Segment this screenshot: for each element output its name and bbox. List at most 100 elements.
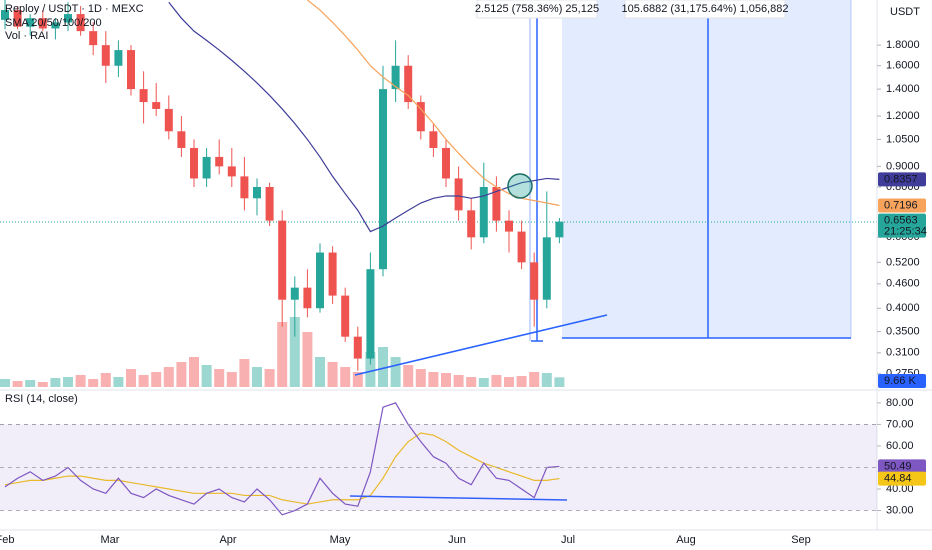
volume-bar — [126, 369, 136, 387]
rsi-trend-line — [349, 495, 568, 501]
candle-body — [467, 210, 476, 238]
volume-bar — [50, 378, 61, 387]
volume-bar — [25, 380, 36, 387]
volume-tag-box — [878, 374, 926, 388]
candle-body — [353, 336, 362, 359]
volume-title: Vol · RAI — [5, 30, 48, 42]
x-tick-label: Jun — [448, 534, 466, 546]
candle-body — [303, 287, 312, 309]
candle-body — [278, 220, 287, 300]
x-tick-label: Feb — [0, 534, 14, 546]
rsi-ma-line — [4, 432, 560, 505]
volume-bar — [151, 372, 162, 387]
volume-bar — [289, 317, 300, 387]
candle-body — [290, 287, 299, 300]
candle-body — [517, 231, 526, 263]
highlight-circle — [507, 173, 533, 199]
volume-bar — [239, 359, 250, 387]
candle-body — [328, 252, 337, 296]
volume-bar — [466, 377, 477, 387]
candle-body — [215, 156, 224, 167]
volume-bar — [478, 378, 489, 387]
y-tick-label: 0.3100 — [886, 347, 920, 359]
x-tick-label: Aug — [676, 534, 696, 546]
volume-bar — [138, 375, 149, 387]
volume-bar — [226, 372, 237, 387]
main-pane — [0, 0, 565, 516]
candle-body — [454, 178, 463, 211]
currency-label: USDT — [890, 6, 920, 18]
price-tag-box — [878, 213, 926, 238]
rsi-ma-tag: 44.84 — [884, 472, 912, 484]
volume-bar — [315, 357, 325, 387]
volume-bar — [428, 372, 439, 387]
volume-bar — [189, 357, 199, 387]
volume-bar — [75, 375, 86, 387]
candle-body — [227, 166, 236, 177]
y-tick-label: 0.5200 — [886, 256, 920, 268]
volume-bar — [88, 379, 99, 387]
volume-bar — [390, 357, 401, 387]
volume-bar — [441, 373, 451, 387]
volume-bar — [12, 381, 23, 387]
y-tick-label: 1.2000 — [886, 110, 920, 122]
volume-bar — [163, 367, 174, 387]
volume-bar — [352, 372, 363, 387]
candle-body — [89, 31, 98, 46]
volume-bar — [504, 377, 514, 387]
measure-label: 105.6882 (31,175.64%) 1,056,882 — [622, 3, 789, 15]
candle-body — [76, 14, 85, 32]
volume-bar — [491, 375, 502, 387]
candle-body — [164, 108, 173, 132]
volume-bar — [541, 373, 552, 387]
y-tick-label: 0.3500 — [886, 326, 920, 338]
volume-bar — [365, 352, 376, 387]
candle-body — [202, 156, 211, 179]
candle-body — [152, 102, 161, 109]
volume-bar — [176, 362, 187, 387]
rsi-tick-label: 80.00 — [886, 397, 914, 409]
measure-label-box — [624, 0, 786, 19]
candle-body — [366, 269, 375, 359]
candle-body — [379, 89, 387, 270]
chart-title: Reploy / USDT · 1D · MEXC — [5, 3, 144, 15]
volume-bar — [529, 372, 540, 387]
candle-body — [240, 176, 249, 199]
candle-body — [139, 89, 148, 103]
rsi-tag-box — [878, 459, 926, 474]
y-tick-label: 0.4600 — [886, 278, 920, 290]
countdown: 21:25:34 — [884, 226, 927, 238]
rsi-ma-tag-box — [878, 471, 926, 486]
volume-bar — [378, 347, 388, 387]
price-tag: 0.6563 — [884, 215, 918, 227]
candle-body — [64, 14, 72, 23]
y-tick-label: 1.8000 — [886, 39, 920, 51]
candle-body — [253, 186, 261, 199]
candle-body — [13, 10, 22, 27]
y-tick-label: 0.4000 — [886, 302, 920, 314]
measure-label: 2.5125 (758.36%) 25,125 — [475, 3, 599, 15]
candle-body — [555, 221, 564, 238]
x-tick-label: Mar — [101, 534, 120, 546]
candle-body — [442, 147, 450, 179]
volume-bar — [554, 377, 565, 387]
x-tick-label: Apr — [219, 534, 236, 546]
candle-body — [1, 10, 9, 20]
sma-price-tag: 0.7196 — [884, 199, 918, 211]
candle-body — [530, 262, 539, 300]
volume-bar — [302, 332, 313, 387]
volume-bar — [252, 367, 262, 387]
rsi-title: RSI (14, close) — [5, 393, 78, 405]
volume-bar — [201, 365, 212, 387]
volume-bar — [277, 322, 288, 387]
volume-bar — [453, 375, 464, 387]
volume-bar — [100, 373, 111, 387]
candle-body — [505, 220, 513, 232]
candle-body — [114, 50, 123, 66]
candle-body — [265, 186, 274, 221]
candle-body — [404, 65, 413, 103]
x-tick-label: Jul — [561, 534, 575, 546]
volume-bar — [264, 369, 275, 387]
sma-price-tag-box — [878, 198, 926, 213]
